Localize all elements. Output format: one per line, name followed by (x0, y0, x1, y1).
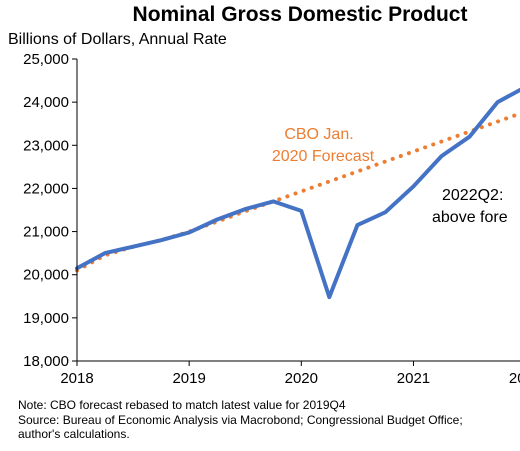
y-tick-label: 23,000 (23, 137, 69, 154)
x-tick-label: 2020 (285, 370, 318, 387)
source-line: Source: Bureau of Economic Analysis via … (18, 413, 463, 428)
x-tick-label: 2019 (172, 370, 205, 387)
forecast-annotation-line1: CBO Jan. (284, 126, 353, 143)
latest-annotation-line2: above fore (432, 209, 508, 226)
x-tick-label: 2018 (60, 370, 93, 387)
y-tick-label: 19,000 (23, 310, 69, 327)
chart-note: Note: CBO forecast rebased to match late… (18, 398, 463, 442)
y-tick-label: 25,000 (23, 51, 69, 68)
y-tick-label: 18,000 (23, 353, 69, 370)
forecast-annotation-line2: 2020 Forecast (272, 148, 375, 165)
y-tick-label: 20,000 (23, 267, 69, 284)
y-tick-label: 24,000 (23, 94, 69, 111)
x-tick-label: 2022 (509, 370, 520, 387)
source-line-continued: author's calculations. (18, 427, 463, 442)
y-tick-label: 21,000 (23, 224, 69, 241)
x-tick-label: 2021 (397, 370, 430, 387)
latest-annotation-line1: 2022Q2: (442, 187, 503, 204)
y-tick-label: 22,000 (23, 180, 69, 197)
note-line: Note: CBO forecast rebased to match late… (18, 398, 463, 413)
